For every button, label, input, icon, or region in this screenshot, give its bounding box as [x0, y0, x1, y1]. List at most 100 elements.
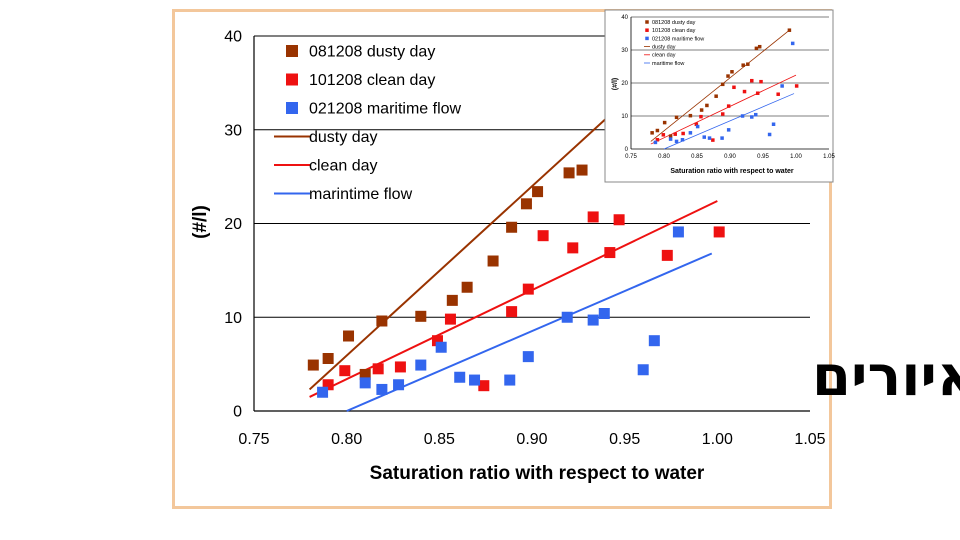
data-point	[461, 281, 473, 293]
inset-data-point	[694, 122, 699, 126]
inset-data-point	[661, 133, 666, 137]
inset-data-point	[750, 78, 754, 83]
inset-data-point	[742, 89, 747, 94]
inset-data-point	[674, 139, 679, 144]
y-tick-label: 10	[224, 310, 242, 327]
inset-y-tick-label: 30	[621, 48, 628, 54]
inset-y-axis-label: (#/l)	[612, 78, 619, 90]
inset-data-point	[674, 115, 679, 120]
inset-data-point	[750, 115, 754, 119]
data-point	[393, 379, 405, 391]
inset-data-point	[681, 131, 685, 136]
inset-data-point	[688, 113, 693, 118]
data-point	[322, 379, 334, 391]
inset-y-tick-label: 20	[621, 81, 628, 87]
inset-data-point	[754, 46, 759, 51]
inset-data-point	[650, 131, 654, 135]
data-point	[576, 164, 588, 176]
trend-line	[346, 252, 713, 412]
inset-data-point	[767, 132, 772, 137]
data-point	[444, 313, 456, 325]
inset-data-point	[776, 92, 780, 96]
x-tick-label: 1.05	[794, 431, 825, 448]
inset-data-point	[740, 114, 745, 118]
data-point	[322, 353, 334, 364]
data-point	[613, 214, 625, 226]
data-point	[520, 198, 532, 210]
data-point	[446, 294, 458, 306]
data-point	[307, 359, 319, 371]
data-point	[522, 351, 534, 363]
x-axis-label: Saturation ratio with respect to water	[370, 463, 705, 484]
inset-data-point	[699, 114, 703, 119]
inset-x-tick-label: 0.80	[658, 154, 670, 160]
legend-marker-swatch	[286, 73, 298, 86]
inset-data-point	[726, 104, 731, 108]
data-point	[532, 186, 544, 198]
inset-data-point	[668, 134, 673, 138]
y-tick-label: 0	[233, 404, 242, 421]
main-data-points	[307, 164, 725, 398]
inset-data-point	[757, 44, 762, 49]
inset-legend-label: dusty day	[652, 45, 676, 51]
legend-marker-swatch	[286, 45, 298, 57]
inset-data-point	[794, 84, 799, 88]
inset-data-point	[726, 128, 731, 132]
inset-data-point	[673, 132, 677, 136]
data-point	[604, 247, 616, 259]
data-point	[376, 315, 388, 327]
inset-data-point	[680, 138, 685, 142]
data-point	[317, 386, 329, 398]
main-gridlines	[254, 35, 810, 318]
inset-data-point	[753, 112, 758, 117]
inset-data-point	[699, 108, 704, 112]
data-point	[672, 226, 684, 238]
inset-legend-label: maritime flow	[652, 61, 684, 67]
inset-data-point	[732, 85, 736, 90]
inset-data-point	[714, 94, 718, 98]
inset-data-point	[720, 82, 725, 87]
inset-data-point	[787, 28, 792, 32]
inset-data-point	[720, 112, 725, 116]
legend-label: 021208 maritime flow	[309, 101, 462, 118]
legend-label: 101208 clean day	[309, 72, 435, 89]
y-tick-label: 30	[224, 122, 242, 139]
inset-legend-marker-swatch	[645, 20, 649, 24]
inset-tick-labels: 0 10 20 30 40 0.75 0.80 0.85 0.90 0.95 1.00 1.05	[621, 15, 835, 160]
data-point	[435, 341, 447, 353]
inset-data-point	[755, 91, 760, 95]
legend-label: clean day	[309, 158, 378, 175]
data-point	[359, 377, 371, 389]
data-point	[487, 255, 499, 267]
inset-x-tick-label: 0.85	[691, 154, 703, 160]
x-tick-label: 0.80	[331, 431, 362, 448]
inset-data-point	[705, 103, 709, 108]
inset-data-point	[730, 70, 734, 74]
inset-chart: 0 10 20 30 40 0.75 0.80 0.85 0.90 0.95 1.00 1.05 Sa…	[604, 9, 835, 183]
data-point	[376, 383, 388, 395]
inset-x-tick-label: 0.75	[625, 154, 637, 160]
inset-data-point	[780, 84, 784, 88]
data-point	[504, 374, 516, 386]
data-point	[506, 221, 518, 233]
x-tick-label: 0.85	[424, 431, 455, 448]
data-point	[598, 308, 610, 319]
inset-data-point	[668, 137, 673, 141]
x-tick-label: 0.95	[609, 431, 640, 448]
data-point	[415, 359, 427, 371]
legend-label: marintime flow	[309, 186, 413, 203]
inset-data-point	[662, 120, 667, 125]
inset-x-tick-label: 1.05	[823, 154, 835, 160]
data-point	[561, 311, 573, 323]
data-point	[563, 167, 575, 179]
data-point	[415, 310, 427, 322]
y-axis-label: (#/l)	[190, 205, 211, 239]
inset-legend-label: 101208 clean day	[652, 28, 696, 34]
data-point	[478, 380, 490, 392]
inset-legend: 081208 dusty day 101208 clean day 021208 m…	[644, 20, 704, 67]
inset-data-points	[650, 28, 799, 145]
inset-data-point	[695, 124, 700, 129]
data-point	[394, 361, 406, 373]
data-point	[587, 314, 599, 326]
